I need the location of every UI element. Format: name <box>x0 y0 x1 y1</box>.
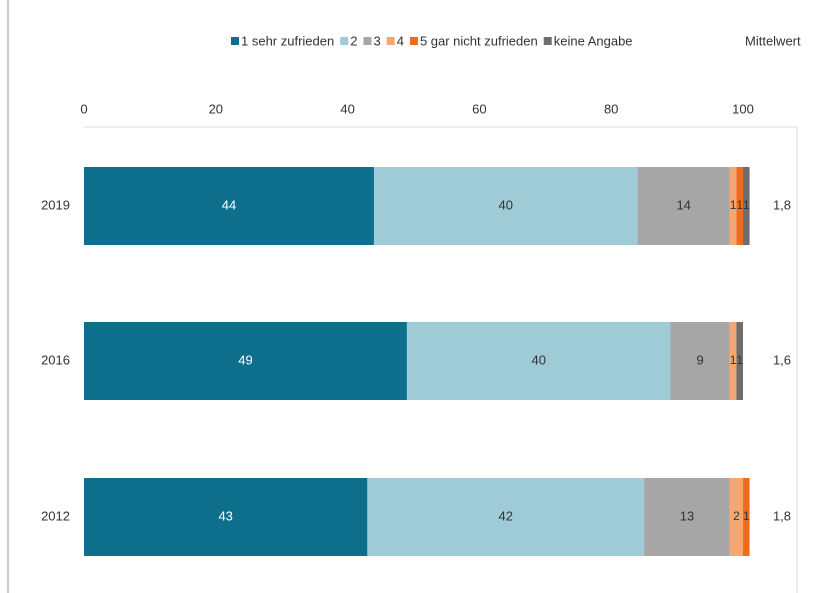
legend-swatch <box>386 37 395 45</box>
legend-swatch <box>409 37 418 45</box>
bar-segment <box>736 322 743 400</box>
bar-segment <box>736 167 743 245</box>
data-label: 43 <box>218 508 232 523</box>
bar-segment <box>644 478 730 556</box>
mean-label: 1,8 <box>773 508 791 523</box>
bar-segment <box>84 322 407 400</box>
data-label: 1 <box>736 198 743 212</box>
data-label: 2 <box>733 509 740 523</box>
bar-segment <box>84 478 368 556</box>
data-label: 40 <box>531 352 545 367</box>
legend-label: 3 <box>373 33 380 48</box>
y-tick-label: 2019 <box>41 197 70 212</box>
data-label: 1 <box>730 198 737 212</box>
data-label: 1 <box>730 353 737 367</box>
bar-segment <box>743 167 750 245</box>
bar-segment <box>729 322 737 400</box>
x-tick-label: 80 <box>604 101 618 116</box>
data-label: 13 <box>680 508 694 523</box>
bar-segment <box>84 167 374 245</box>
data-label: 14 <box>676 197 690 212</box>
bar-segment <box>743 478 750 556</box>
legend-swatch <box>340 37 349 45</box>
data-label: 1 <box>743 509 750 523</box>
data-label: 42 <box>499 508 513 523</box>
data-label: 44 <box>222 197 236 212</box>
x-tick-label: 20 <box>209 101 223 116</box>
legend-label: 5 gar nicht zufrieden <box>420 33 538 48</box>
legend-label: keine Angabe <box>554 33 633 48</box>
y-tick-label: 2016 <box>41 352 70 367</box>
legend-swatch <box>363 37 372 45</box>
x-tick-label: 100 <box>732 101 754 116</box>
x-tick-label: 60 <box>472 101 486 116</box>
bar-segment <box>406 322 671 400</box>
bar-segment <box>637 167 730 245</box>
legend-swatch <box>231 37 239 45</box>
bar-segment <box>729 167 737 245</box>
x-tick-label: 40 <box>340 101 354 116</box>
legend-label: 2 <box>350 33 357 48</box>
bar-segment <box>373 167 638 245</box>
data-label: 1 <box>743 198 750 212</box>
legend-label: 4 <box>397 33 404 48</box>
mean-label: 1,6 <box>773 352 791 367</box>
data-label: 9 <box>697 352 704 367</box>
data-label: 49 <box>238 352 252 367</box>
bar-segment <box>367 478 645 556</box>
data-label: 40 <box>499 197 513 212</box>
mean-header: Mittelwert <box>745 33 801 48</box>
legend-label: 1 sehr zufrieden <box>241 33 334 48</box>
bar-segment <box>670 322 730 400</box>
legend-swatch <box>543 37 552 45</box>
x-tick-label: 0 <box>80 101 87 116</box>
bar-segment <box>729 478 743 556</box>
data-label: 1 <box>736 353 743 367</box>
y-tick-label: 2012 <box>41 508 70 523</box>
mean-label: 1,8 <box>773 197 791 212</box>
